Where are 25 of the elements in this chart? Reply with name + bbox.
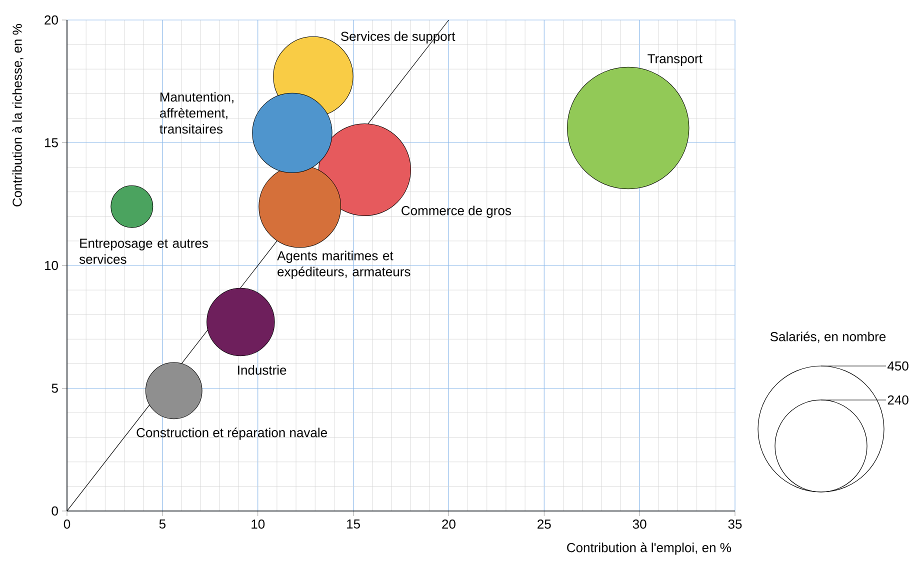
x-tick-label: 25 (538, 520, 551, 529)
text: Entreposage et autres services (79, 238, 208, 264)
x-tick-label: 20 (442, 520, 456, 529)
x-tick-label: 15 (347, 520, 360, 529)
x-tick-label: 30 (632, 520, 646, 529)
series-label: Industrie (238, 365, 286, 375)
y-tick-label: 15 (45, 138, 58, 148)
x-tick-label: 10 (252, 520, 265, 529)
x-tick-label: 35 (728, 520, 742, 529)
y-axis-title: Contribution à la richesse, en % (12, 24, 24, 206)
x-tick-label: 5 (159, 520, 166, 529)
y-tick-label: 5 (52, 384, 58, 393)
y-tick-label: 20 (44, 15, 58, 25)
series-label: Transport (648, 54, 702, 66)
legend-label: 240 (888, 395, 908, 405)
text: Construction et réparation navale (136, 428, 327, 440)
x-tick-label: 0 (64, 520, 70, 529)
y-tick-label: 0 (52, 506, 58, 516)
legend-title: Salariés, en nombre (770, 332, 886, 343)
series-label: Commerce de gros (402, 206, 511, 218)
series-label: Agents maritimes et expéditeurs, armateurs (277, 250, 410, 279)
series-label: Manutention, affrètement, transitaires (160, 92, 234, 134)
x-axis-title: Contribution à l'emploi, en % (567, 542, 731, 555)
y-tick-label: 10 (45, 260, 58, 270)
legend-label: 450 (888, 361, 908, 371)
